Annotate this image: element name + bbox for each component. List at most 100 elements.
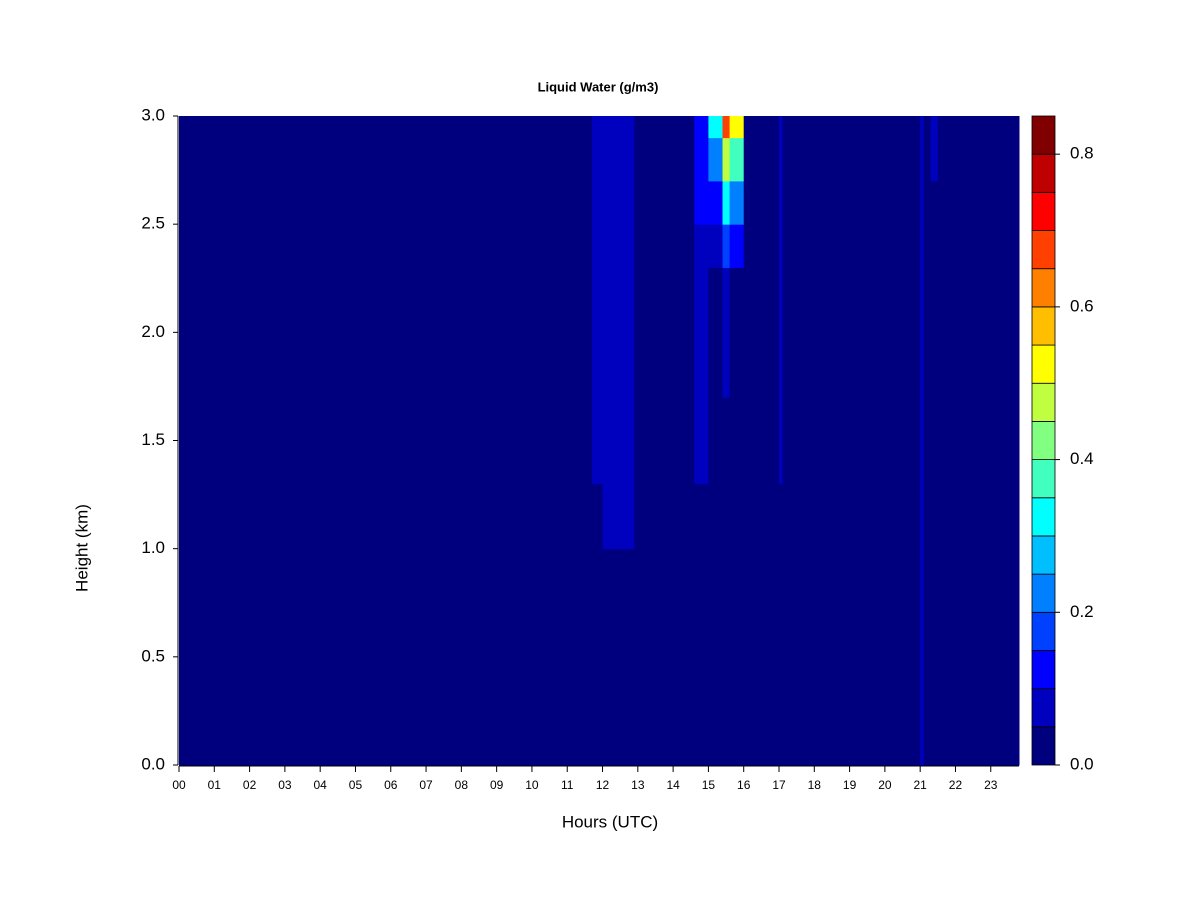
heat-cell [708, 137, 724, 182]
heat-cell [743, 137, 780, 182]
heat-cell [591, 483, 604, 550]
heat-cell [923, 483, 932, 550]
y-tick-label: 2.5 [141, 214, 165, 233]
heat-cell [694, 224, 709, 268]
colorbar-box [1031, 230, 1056, 270]
heat-cell [179, 267, 593, 398]
heat-cell [782, 224, 921, 268]
heat-cell [708, 267, 724, 398]
heat-cell [634, 116, 695, 139]
heat-cell [634, 180, 695, 225]
heat-cell [602, 137, 625, 182]
heat-cell [602, 180, 625, 225]
heat-cell [623, 397, 635, 485]
colorbar-box [1031, 191, 1056, 231]
heat-cell [634, 224, 695, 268]
colorbar-tick-label: 0.0 [1070, 754, 1094, 773]
colorbar-tick-label: 0.2 [1070, 602, 1094, 621]
heat-cell [923, 267, 932, 398]
heat-cell [729, 116, 745, 139]
heat-cell [623, 137, 635, 182]
heat-cell [743, 267, 780, 398]
heat-cell [179, 137, 593, 182]
heat-cell [634, 483, 695, 550]
y-tick-label: 1.5 [141, 430, 165, 449]
x-tick-label: 08 [455, 778, 469, 792]
heat-cell [179, 483, 593, 550]
heat-cell [179, 224, 593, 268]
heat-cell [722, 267, 731, 398]
heat-cell [923, 224, 932, 268]
heat-cell [729, 548, 745, 766]
heat-cell [930, 224, 939, 268]
heat-cell [937, 180, 1020, 225]
heat-cell [602, 224, 625, 268]
heat-cell [782, 137, 921, 182]
heat-cell [923, 137, 932, 182]
heat-cell [937, 397, 1020, 485]
heat-cell [729, 180, 745, 225]
heat-cell [708, 397, 724, 485]
colorbar-tick-label: 0.4 [1070, 449, 1094, 468]
heat-cell [722, 397, 731, 485]
heat-cell [179, 180, 593, 225]
heat-cell [930, 116, 939, 139]
colorbar-box [1031, 382, 1056, 422]
heat-cell [623, 224, 635, 268]
heat-cell [937, 137, 1020, 182]
heat-cell [694, 180, 709, 225]
x-tick-label: 23 [984, 778, 998, 792]
heat-cell [722, 224, 731, 268]
heat-cell [920, 397, 925, 485]
heat-cell [694, 397, 709, 485]
heat-cell [923, 180, 932, 225]
heat-cell [634, 267, 695, 398]
x-axis-label: Hours (UTC) [562, 812, 658, 831]
heat-cell [623, 116, 635, 139]
heat-cell [602, 483, 625, 550]
heat-cell [937, 267, 1020, 398]
x-tick-label: 10 [525, 778, 539, 792]
heat-cell [729, 483, 745, 550]
heat-cell [591, 137, 604, 182]
heat-cell [591, 224, 604, 268]
heat-cell [920, 548, 925, 766]
heat-cell [722, 548, 731, 766]
heat-cell [602, 548, 625, 766]
heat-cell [779, 224, 784, 268]
heat-cell [708, 483, 724, 550]
y-axis-label: Height (km) [72, 504, 91, 592]
heat-cell [729, 397, 745, 485]
heat-cell [722, 483, 731, 550]
heat-cell [179, 116, 593, 139]
x-tick-label: 05 [349, 778, 363, 792]
x-tick-label: 13 [631, 778, 645, 792]
heat-cell [179, 548, 593, 766]
heat-cell [729, 267, 745, 398]
heat-cell [782, 180, 921, 225]
heat-cell [779, 116, 784, 139]
heat-cell [920, 483, 925, 550]
heat-cell [930, 483, 939, 550]
colorbar-box [1031, 421, 1056, 460]
heat-cell [634, 397, 695, 485]
x-tick-label: 03 [278, 778, 292, 792]
heat-cell [602, 267, 625, 398]
heat-cell [930, 137, 939, 182]
heat-cell [743, 180, 780, 225]
x-tick-label: 02 [243, 778, 257, 792]
heat-cell [623, 548, 635, 766]
x-tick-label: 14 [666, 778, 680, 792]
heat-cell [623, 267, 635, 398]
heat-cell [708, 548, 724, 766]
colorbar-tick-label: 0.8 [1070, 144, 1094, 163]
x-tick-label: 18 [808, 778, 822, 792]
heat-cell [779, 548, 784, 766]
heat-cell [937, 483, 1020, 550]
x-tick-label: 11 [561, 778, 574, 792]
x-tick-label: 12 [596, 778, 610, 792]
colorbar-box [1031, 650, 1056, 690]
heat-cell [722, 180, 731, 225]
heat-cell [634, 548, 695, 766]
